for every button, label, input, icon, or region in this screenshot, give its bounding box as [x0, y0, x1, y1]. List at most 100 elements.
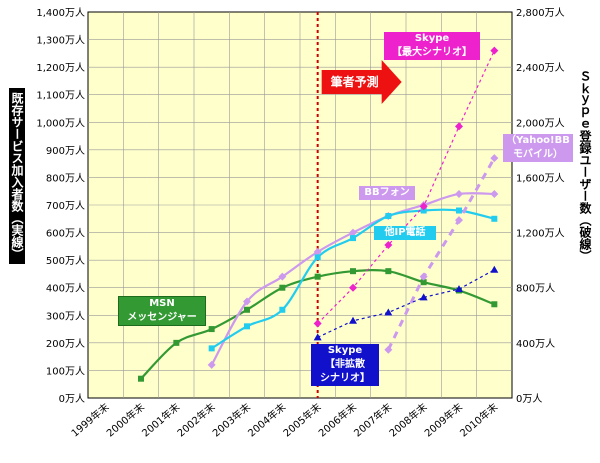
right-axis-label: Ｓｋｙｐｅ登録ユーザー数（破線）: [578, 70, 592, 262]
skype-min-label: Skype 【非拡散 シナリオ】: [311, 344, 379, 386]
yahoo-label-line2: モバイル）: [513, 149, 563, 160]
data-point: [208, 345, 215, 352]
left-tick-label: 700万人: [46, 200, 85, 212]
data-point: [420, 279, 427, 286]
data-point: [491, 215, 498, 222]
data-point: [208, 326, 215, 333]
x-tick-label: 2008年末: [386, 400, 429, 439]
skype-max-label-line2: 【最大シナリオ】: [392, 47, 472, 58]
data-point: [456, 207, 462, 214]
left-tick-label: 200万人: [46, 338, 85, 350]
left-tick-label: 500万人: [46, 255, 85, 267]
data-point: [419, 293, 428, 301]
series-4: [384, 154, 499, 354]
x-tick-label: 1999年末: [68, 400, 111, 439]
data-point: [491, 301, 498, 308]
data-point: [385, 268, 392, 275]
data-point: [207, 360, 216, 369]
left-tick-label: 400万人: [46, 283, 85, 295]
left-tick-label: 800万人: [46, 172, 85, 184]
series-5: [313, 265, 499, 341]
right-tick-label: 2,400万人: [516, 62, 565, 74]
data-point: [314, 273, 321, 280]
data-point: [278, 272, 287, 281]
left-axis-label: 既存サービス加入者数（実線）: [9, 88, 25, 264]
series-2: [208, 207, 498, 352]
data-point: [455, 216, 463, 225]
forecast-label: 筆者予測: [331, 74, 379, 89]
data-point: [279, 306, 286, 313]
data-point: [173, 339, 180, 346]
left-axis-ticks: 0万人 100万人 200万人 300万人 400万人 500万人 600万人 700万人 80…: [36, 7, 85, 405]
data-point: [490, 189, 499, 198]
left-tick-label: 0万人: [59, 393, 85, 405]
skype-min-label-line1: Skype: [327, 345, 363, 356]
series-line: [386, 157, 496, 351]
data-point: [419, 202, 428, 211]
left-tick-label: 1,400万人: [36, 7, 85, 19]
data-point: [385, 213, 392, 220]
data-point: [349, 283, 357, 292]
data-point: [279, 284, 286, 291]
forecast-arrow: 筆者予測: [321, 60, 402, 104]
data-point: [350, 235, 356, 242]
left-tick-label: 600万人: [46, 228, 85, 240]
data-point: [419, 272, 428, 281]
skype-min-label-line2: 【非拡散: [325, 359, 365, 370]
left-tick-label: 1,000万人: [36, 117, 85, 129]
x-tick-label: 2006年末: [316, 400, 359, 439]
series-3: [313, 46, 499, 328]
x-tick-label: 2009年末: [422, 400, 465, 439]
x-tick-label: 2007年末: [351, 400, 394, 439]
bb-phone-label: BBフォン: [359, 186, 415, 200]
data-point: [313, 247, 322, 256]
right-tick-label: 1,600万人: [516, 172, 565, 184]
data-point: [314, 254, 321, 261]
right-tick-label: 2,800万人: [516, 7, 565, 19]
x-tick-label: 2010年末: [457, 400, 500, 439]
right-tick-label: 2,000万人: [516, 117, 565, 129]
data-point: [138, 375, 144, 382]
x-tick-label: 2003年末: [210, 400, 253, 439]
x-tick-label: 2002年末: [174, 400, 217, 439]
msn-label-line2: メッセンジャー: [127, 312, 197, 323]
data-point: [490, 154, 499, 163]
data-point: [490, 265, 499, 273]
data-point: [244, 306, 250, 313]
left-tick-label: 1,100万人: [36, 90, 85, 102]
msn-label-line1: MSN: [149, 298, 175, 309]
right-tick-label: 1,200万人: [516, 228, 565, 240]
right-tick-label: 400万人: [516, 338, 555, 350]
x-tick-label: 2005年末: [280, 400, 323, 439]
data-point: [244, 323, 250, 330]
left-tick-label: 1,300万人: [36, 35, 85, 47]
msn-label: MSN メッセンジャー: [118, 296, 206, 326]
right-tick-label: 800万人: [516, 283, 555, 295]
skype-max-label: Skype 【最大シナリオ】: [384, 32, 480, 60]
data-point: [455, 122, 463, 131]
series-line: [317, 269, 495, 338]
data-point: [490, 46, 499, 55]
data-point: [349, 316, 357, 324]
x-tick-label: 2001年末: [139, 400, 182, 439]
left-tick-label: 1,200万人: [36, 62, 85, 74]
data-point: [455, 189, 463, 198]
x-tick-label: 2004年末: [245, 400, 288, 439]
data-point: [349, 228, 357, 237]
left-tick-label: 100万人: [46, 365, 85, 377]
skype-min-label-line3: シナリオ】: [320, 373, 370, 384]
forecast-arrow-shape: [321, 60, 402, 104]
yahoo-label: （Yahoo!BB モバイル）: [503, 134, 573, 162]
yahoo-label-line1: （Yahoo!BB: [506, 135, 570, 146]
skype-max-label-line1: Skype: [414, 33, 450, 44]
data-point: [313, 333, 322, 341]
left-tick-label: 300万人: [46, 310, 85, 322]
x-tick-label: 2000年末: [104, 400, 147, 439]
right-tick-label: 0万人: [516, 393, 542, 405]
right-axis-ticks: 0万人 400万人 800万人 1,200万人 1,600万人 2,000万人 2,400万…: [516, 7, 565, 405]
series-line: [317, 50, 495, 324]
data-point: [384, 308, 393, 316]
data-point: [455, 285, 463, 293]
data-point: [384, 240, 393, 249]
